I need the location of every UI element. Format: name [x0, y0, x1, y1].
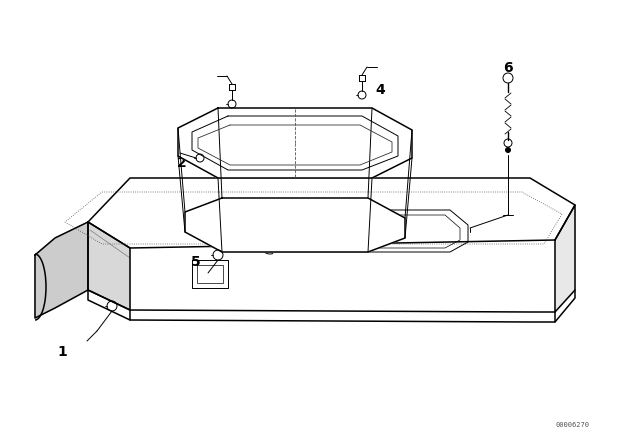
- Circle shape: [506, 147, 511, 152]
- Polygon shape: [178, 108, 412, 178]
- Text: 4: 4: [375, 83, 385, 97]
- Polygon shape: [555, 205, 575, 312]
- Polygon shape: [88, 178, 575, 248]
- Text: 00006270: 00006270: [556, 422, 590, 428]
- Text: 1: 1: [57, 345, 67, 359]
- Polygon shape: [185, 198, 405, 252]
- Text: 6: 6: [503, 61, 513, 75]
- Text: 2: 2: [177, 156, 187, 170]
- Text: 3: 3: [215, 125, 225, 139]
- Polygon shape: [35, 222, 88, 318]
- Text: 5: 5: [191, 255, 201, 269]
- Polygon shape: [88, 222, 130, 310]
